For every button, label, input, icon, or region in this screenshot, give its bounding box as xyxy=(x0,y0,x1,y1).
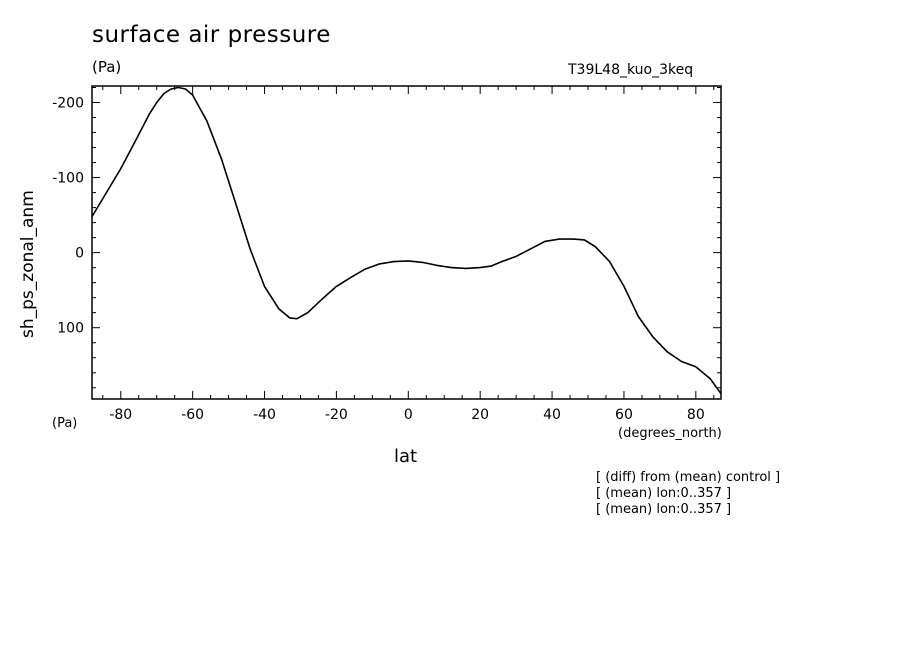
x-axis-label: lat xyxy=(394,446,418,467)
x-tick-label: -80 xyxy=(109,407,132,423)
x-tick-label: 80 xyxy=(687,407,705,423)
series-line xyxy=(91,86,722,395)
x-tick-label: 60 xyxy=(615,407,633,423)
annotation-line: [ (mean) lon:0..357 ] xyxy=(596,486,732,501)
x-tick-label: 40 xyxy=(543,407,561,423)
chart-units: (Pa) xyxy=(92,58,122,76)
x-tick-label: 20 xyxy=(471,407,489,423)
x-tick-label: 0 xyxy=(404,407,413,423)
x-tick-label: -20 xyxy=(325,407,348,423)
y-tick-label: 0 xyxy=(75,246,84,262)
x-tick-label: -40 xyxy=(253,407,276,423)
x-axis-units: (degrees_north) xyxy=(618,426,722,441)
plot-frame xyxy=(91,85,722,400)
y-tick-label: -100 xyxy=(52,171,84,187)
annotation-line: [ (mean) lon:0..357 ] xyxy=(596,502,732,517)
y-axis-units: (Pa) xyxy=(52,416,78,431)
run-label: T39L48_kuo_3keq xyxy=(568,62,694,78)
y-tick-label: -200 xyxy=(52,96,84,112)
annotation-line: [ (diff) from (mean) control ] xyxy=(596,470,781,485)
chart-title: surface air pressure xyxy=(92,22,331,48)
x-tick-label: -60 xyxy=(181,407,204,423)
y-tick-label: 100 xyxy=(57,321,84,337)
